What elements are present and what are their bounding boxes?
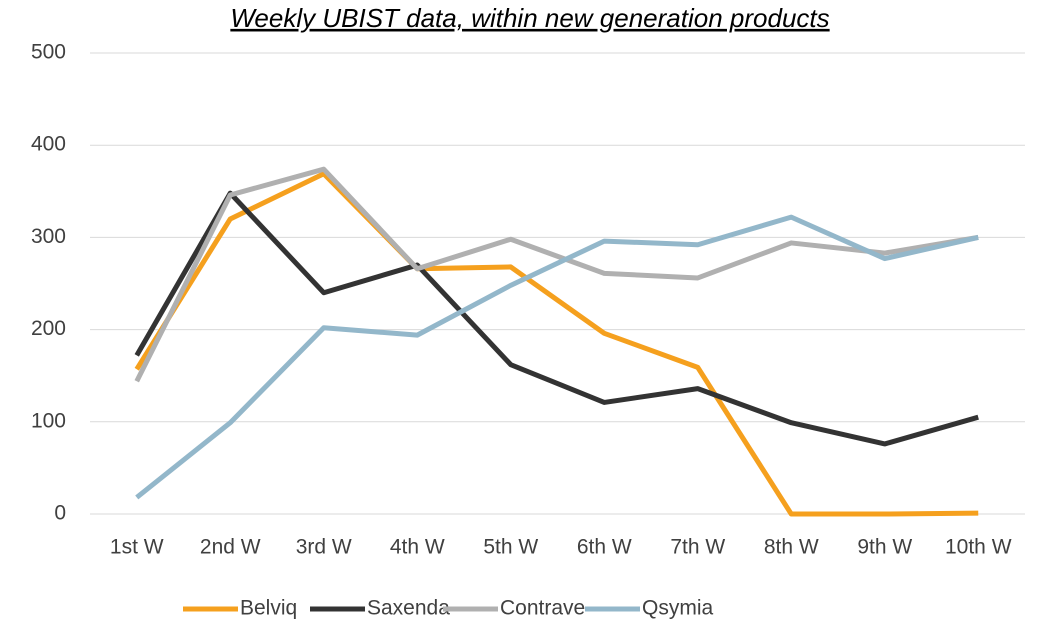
legend-label: Contrave xyxy=(500,597,585,620)
chart-title: Weekly UBIST data, within new generation… xyxy=(230,3,829,33)
x-tick-label: 9th W xyxy=(857,536,912,559)
y-tick-label: 100 xyxy=(31,409,66,432)
x-tick-label: 6th W xyxy=(577,536,632,559)
y-tick-label: 200 xyxy=(31,317,66,340)
x-tick-label: 8th W xyxy=(764,536,819,559)
y-tick-label: 500 xyxy=(31,41,66,64)
legend-label: Qsymia xyxy=(642,597,713,620)
series-line xyxy=(134,190,979,447)
series-line xyxy=(134,171,979,517)
x-tick-label: 7th W xyxy=(670,536,725,559)
x-tick-label: 3rd W xyxy=(296,536,352,559)
x-tick-label: 4th W xyxy=(390,536,445,559)
x-tick-label: 1st W xyxy=(110,536,164,559)
legend-label: Belviq xyxy=(240,597,297,620)
y-tick-label: 0 xyxy=(54,502,66,525)
y-tick-label: 300 xyxy=(31,225,66,248)
legend-label: Saxenda xyxy=(367,597,450,620)
x-tick-label: 5th W xyxy=(483,536,538,559)
series-line xyxy=(135,214,979,500)
x-tick-label: 10th W xyxy=(945,536,1012,559)
y-tick-label: 400 xyxy=(31,133,66,156)
x-tick-label: 2nd W xyxy=(200,536,261,559)
series-line xyxy=(134,166,979,383)
